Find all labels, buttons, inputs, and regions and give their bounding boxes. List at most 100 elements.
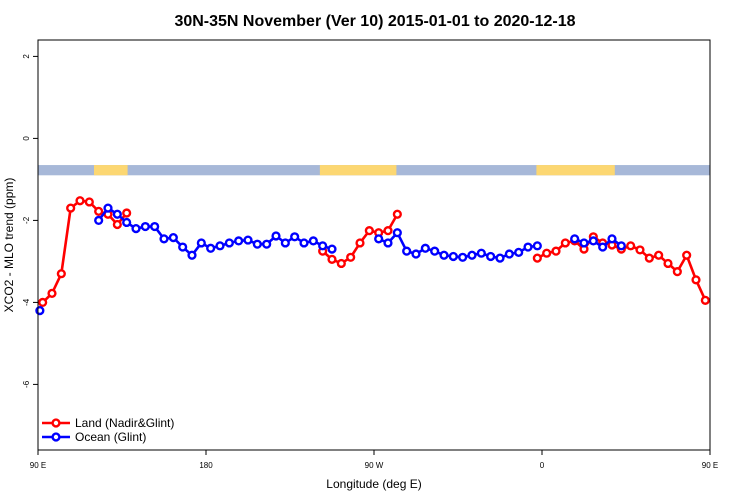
y-tick-label: 2 <box>22 54 31 59</box>
data-point <box>94 215 104 226</box>
y-tick-label: -4 <box>22 298 31 306</box>
data-point <box>243 235 253 245</box>
data-point <box>504 249 514 259</box>
data-point <box>84 197 94 207</box>
data-point <box>495 253 505 263</box>
x-tick-label: 0 <box>540 461 545 470</box>
data-point <box>672 267 682 277</box>
data-point <box>35 306 45 316</box>
data-point <box>112 219 122 230</box>
data-point <box>411 249 421 259</box>
data-point <box>467 250 477 260</box>
data-point <box>215 241 225 251</box>
data-point <box>131 224 141 234</box>
x-tick-label: 90 E <box>30 461 46 470</box>
land-segment <box>319 165 397 176</box>
data-point <box>420 243 430 253</box>
legend-label: Land (Nadir&Glint) <box>75 416 174 430</box>
data-point <box>374 234 384 244</box>
legend-swatch-marker <box>51 432 61 442</box>
data-point <box>280 238 290 248</box>
y-axis: 2 0 -2 -4 -6 <box>22 54 38 388</box>
x-tick-label: 180 <box>199 461 213 470</box>
data-point <box>430 246 440 256</box>
data-point <box>700 295 710 305</box>
data-point <box>532 253 542 263</box>
data-point <box>38 297 48 308</box>
legend-swatch-marker <box>51 418 61 428</box>
data-point <box>458 252 468 262</box>
data-point <box>318 241 328 251</box>
data-point <box>663 258 673 269</box>
data-point <box>327 254 337 264</box>
land-sea-band <box>38 165 710 176</box>
data-point <box>206 243 216 253</box>
data-point <box>187 250 197 260</box>
data-point <box>346 252 356 262</box>
data-point <box>626 241 636 251</box>
data-point <box>168 233 178 243</box>
data-point <box>654 250 664 260</box>
data-point <box>448 251 458 262</box>
data-point <box>355 238 365 248</box>
data-point <box>383 226 393 236</box>
data-point <box>570 234 580 244</box>
data-point <box>196 238 206 248</box>
y-tick-label: -2 <box>22 216 31 224</box>
legend: Land (Nadir&Glint)Ocean (Glint) <box>42 416 174 444</box>
data-point <box>635 245 645 255</box>
data-point <box>66 203 76 213</box>
data-point <box>598 242 608 252</box>
y-axis-label: XCO2 - MLO trend (ppm) <box>2 178 16 313</box>
data-point <box>644 253 654 263</box>
data-point <box>691 275 701 285</box>
y-tick-label: 0 <box>22 136 31 141</box>
data-point <box>523 242 533 252</box>
data-point <box>103 203 113 213</box>
land-segment <box>536 165 615 176</box>
data-point <box>532 241 542 251</box>
data-point <box>234 236 244 246</box>
data-point <box>383 238 393 248</box>
data-point <box>159 234 169 244</box>
x-axis: 90 E 180 90 W 0 90 E <box>30 450 718 470</box>
data-point <box>271 231 281 241</box>
data-point <box>56 269 66 279</box>
data-point <box>290 232 300 242</box>
y-tick-label: -6 <box>22 380 31 388</box>
data-point <box>75 196 85 206</box>
data-point <box>252 239 262 249</box>
series-line <box>41 199 128 304</box>
data-point <box>327 244 337 254</box>
data-point <box>476 248 486 258</box>
data-point <box>439 250 449 260</box>
data-point <box>94 206 104 216</box>
data-point <box>224 238 234 248</box>
x-axis-label: Longitude (deg E) <box>326 477 421 491</box>
data-point <box>542 248 552 258</box>
data-point <box>150 221 160 232</box>
land-segment <box>94 165 128 176</box>
data-point <box>392 209 402 219</box>
data-point <box>402 246 412 256</box>
data-point <box>616 241 626 251</box>
data-point <box>122 208 132 218</box>
data-point <box>140 221 150 232</box>
data-point <box>112 209 122 219</box>
series-ocean <box>35 203 626 316</box>
data-point <box>682 250 692 260</box>
data-point <box>122 217 132 228</box>
data-point <box>262 239 272 249</box>
legend-label: Ocean (Glint) <box>75 430 146 444</box>
data-point <box>47 288 57 298</box>
data-point <box>514 247 524 257</box>
x-tick-label: 90 W <box>365 461 384 470</box>
data-point <box>607 234 617 244</box>
series-land <box>38 196 710 308</box>
data-point <box>178 242 188 252</box>
x-tick-label: 90 E <box>702 461 718 470</box>
legend-item: Land (Nadir&Glint) <box>42 416 174 430</box>
data-point <box>308 236 318 246</box>
data-point <box>392 228 402 238</box>
